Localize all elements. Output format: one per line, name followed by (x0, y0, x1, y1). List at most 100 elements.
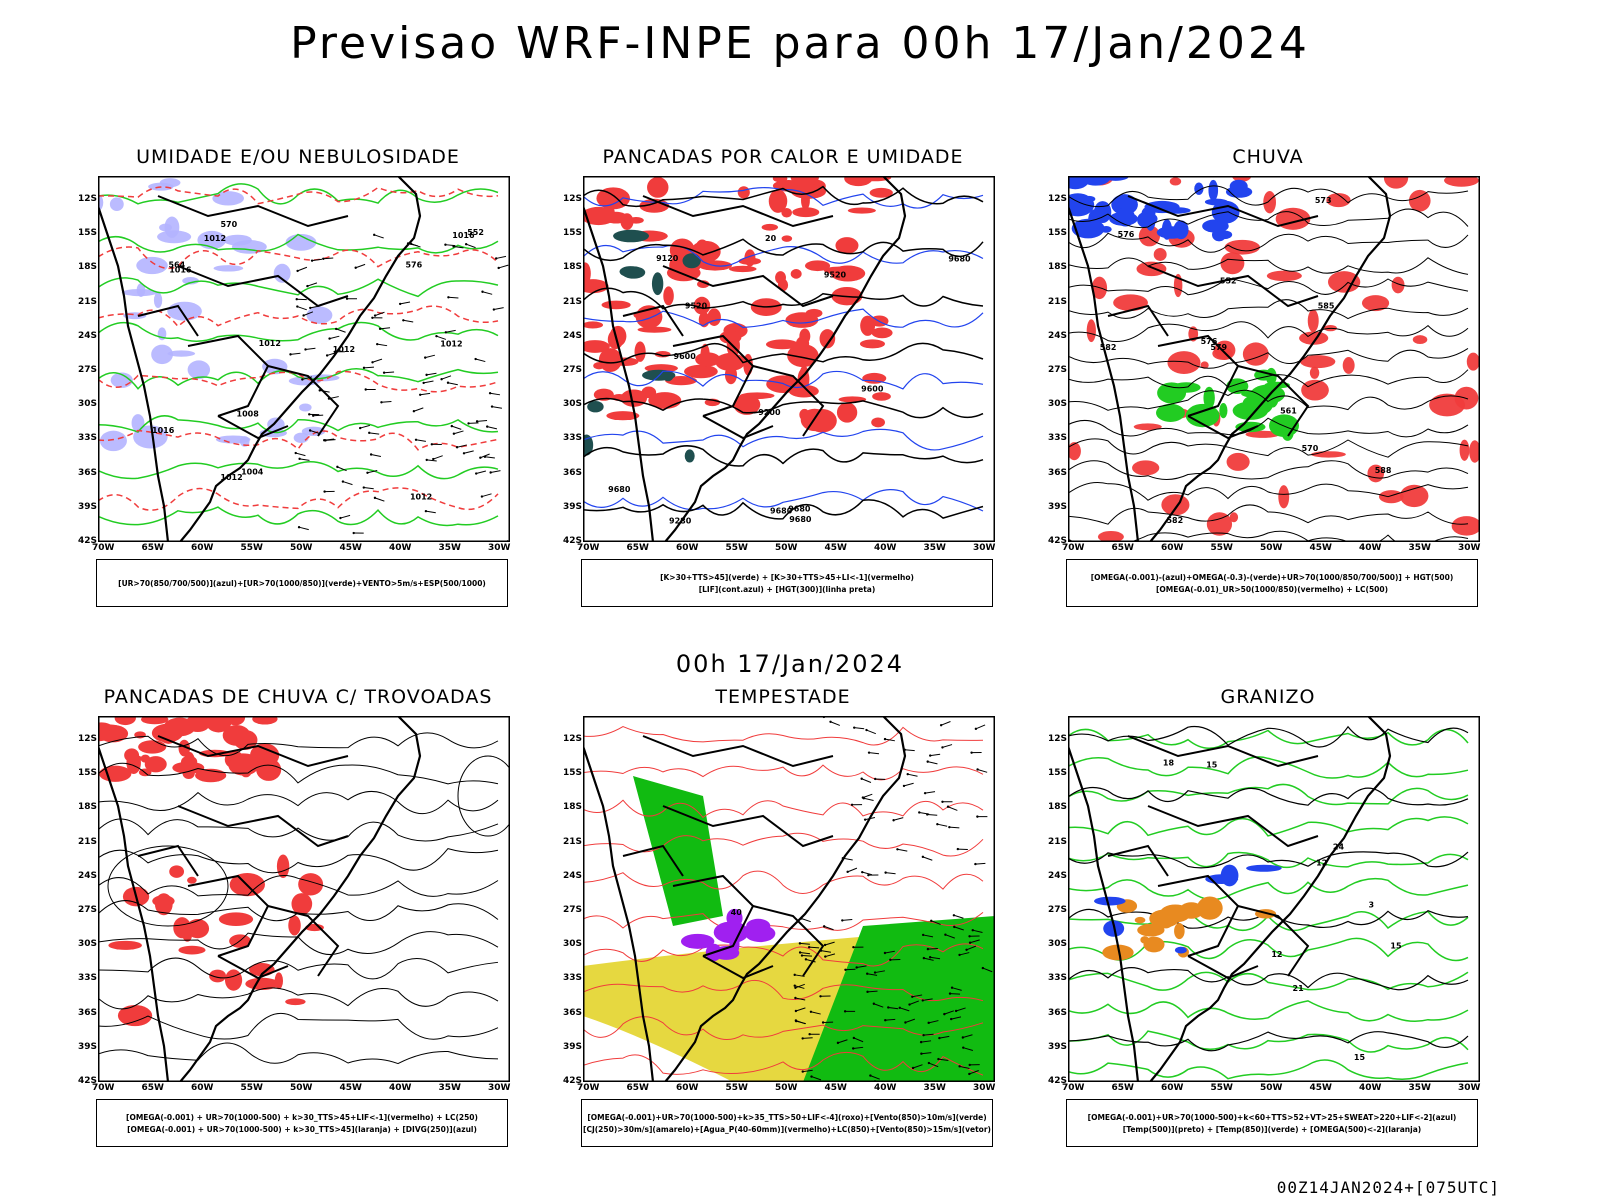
wind-vector (861, 778, 872, 783)
shaded-region (218, 912, 254, 927)
shaded-region (1157, 382, 1187, 404)
contour-label: 40 (731, 908, 743, 917)
wind-vector-head (926, 813, 929, 816)
wind-vector (856, 965, 867, 968)
wind-vector-head (419, 393, 422, 396)
lon-tick-label: 70W (92, 1083, 115, 1093)
shaded-region (1156, 403, 1185, 422)
state-border (1107, 304, 1169, 337)
wind-vector (476, 470, 486, 475)
contour-label: 1016 (169, 266, 192, 275)
wind-vector (884, 950, 895, 954)
state-border (702, 415, 774, 440)
lon-tick-label: 45W (339, 1083, 362, 1093)
wind-vector (931, 920, 941, 925)
shaded-region (169, 865, 185, 878)
lat-tick-label: 36S (1048, 467, 1068, 478)
wind-vector (367, 470, 378, 474)
lon-tick-label: 55W (240, 543, 263, 553)
streamline (107, 845, 229, 927)
wind-vector (942, 744, 953, 748)
wind-vector-head (852, 945, 855, 949)
map-background (1068, 176, 1480, 542)
contour-label: 15 (1354, 1053, 1366, 1062)
shaded-region (665, 376, 697, 386)
wind-vector (795, 1007, 806, 1012)
shaded-region (787, 344, 819, 368)
wind-vector-head (922, 1033, 925, 1037)
wind-vector-head (412, 410, 416, 413)
wind-vector (825, 953, 836, 958)
shaded-region (805, 308, 823, 318)
state-border (1187, 955, 1259, 980)
wind-vector (475, 358, 486, 363)
shaded-region (693, 296, 711, 315)
contour-label: 1012 (220, 473, 242, 482)
shaded-region (1068, 176, 1091, 190)
contour-line (1068, 417, 1469, 438)
wind-vector-head (922, 956, 926, 960)
streamline (98, 732, 499, 757)
wind-vector (811, 1076, 822, 1081)
contour-line (98, 246, 499, 270)
shaded-region (1094, 896, 1126, 906)
lat-tick-label: 12S (78, 734, 98, 744)
wind-vector-head (920, 1052, 923, 1055)
contour-line (583, 445, 984, 467)
wind-vector-head (382, 371, 386, 374)
wind-vector-head (974, 862, 977, 866)
wind-vector-head (488, 392, 492, 395)
shaded-region (620, 389, 648, 407)
lon-tick-label: 40W (874, 543, 897, 553)
wind-vector-head (950, 986, 954, 989)
shaded-region (1086, 319, 1096, 343)
lat-tick-label: 27S (1048, 905, 1068, 915)
shaded-region (1466, 352, 1480, 371)
wind-vector-head (863, 818, 867, 821)
contour-line (1068, 967, 1469, 991)
lon-tick-label: 30W (488, 1083, 511, 1093)
wind-vector (953, 914, 964, 919)
wind-vector-head (855, 966, 858, 969)
shaded-region (695, 352, 721, 367)
shaded-region (293, 432, 309, 444)
shaded-region (209, 969, 227, 983)
shaded-region (1143, 936, 1165, 953)
wind-vector-head (950, 1017, 953, 1021)
wind-vector (824, 941, 835, 946)
lat-tick-label: 21S (78, 836, 98, 847)
contour-label: 12 (1271, 950, 1282, 959)
shaded-region (114, 716, 136, 726)
lat-tick-label: 39S (78, 1041, 98, 1052)
shaded-region (222, 724, 251, 746)
shaded-region (1132, 460, 1160, 476)
wind-vector-head (793, 984, 796, 987)
wind-vector-head (352, 531, 355, 535)
shaded-region (790, 176, 820, 187)
legend-box: [OMEGA(-0.001)-(azul)+OMEGA(-0.3)-(verde… (1066, 559, 1478, 607)
contour-line (583, 499, 984, 520)
contour-line (583, 185, 984, 208)
lon-tick-label: 50W (775, 543, 798, 553)
wind-vector-head (968, 1063, 971, 1067)
field-layer (98, 716, 510, 1065)
wind-vector (453, 430, 464, 435)
shaded-region (163, 717, 196, 737)
lon-tick-label: 50W (775, 1083, 798, 1093)
wind-vector (323, 257, 334, 260)
coastline (583, 205, 655, 542)
shaded-region (1309, 366, 1320, 379)
contour-line (98, 277, 499, 298)
wind-vector-head (336, 465, 339, 469)
shaded-region (804, 260, 831, 272)
shaded-region (306, 306, 333, 324)
shaded-region (1391, 276, 1405, 294)
lat-tick-label: 42S (78, 536, 98, 546)
shaded-region (1383, 176, 1409, 189)
wind-vector-head (809, 1010, 813, 1013)
wind-vector-head (829, 720, 832, 723)
wind-vector-head (323, 439, 326, 442)
lon-tick-label: 65W (1111, 1083, 1134, 1093)
contour-label: 9680 (608, 485, 631, 494)
shaded-region (223, 234, 252, 246)
